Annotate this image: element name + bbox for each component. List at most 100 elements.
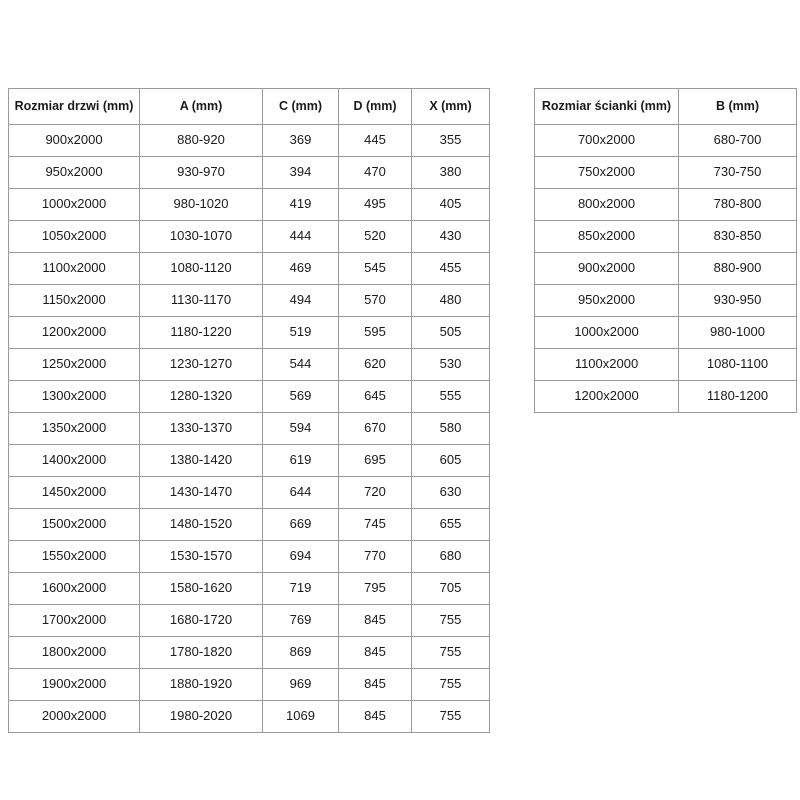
- cell-a: 1530-1570: [139, 540, 263, 573]
- cell-d: 695: [338, 444, 412, 477]
- cell-d: 620: [338, 348, 412, 381]
- cell-door-size: 1150x2000: [8, 284, 140, 317]
- cell-door-size: 950x2000: [8, 156, 140, 189]
- cell-x: 755: [411, 700, 490, 733]
- cell-wall-size: 900x2000: [534, 252, 679, 285]
- cell-d: 745: [338, 508, 412, 541]
- doors-table-header: Rozmiar drzwi (mm) A (mm) C (mm) D (mm) X (m…: [8, 88, 490, 125]
- cell-c: 969: [262, 668, 339, 701]
- table-row: 900x2000 880-920 369 445 355: [8, 124, 490, 157]
- cell-c: 444: [262, 220, 339, 253]
- table-row: 1300x2000 1280-1320 569 645 555: [8, 380, 490, 413]
- cell-d: 845: [338, 700, 412, 733]
- cell-door-size: 1250x2000: [8, 348, 140, 381]
- cell-c: 644: [262, 476, 339, 509]
- cell-a: 1480-1520: [139, 508, 263, 541]
- cell-a: 980-1020: [139, 188, 263, 221]
- table-row: 950x2000 930-970 394 470 380: [8, 156, 490, 189]
- cell-door-size: 1000x2000: [8, 188, 140, 221]
- cell-a: 1380-1420: [139, 444, 263, 477]
- cell-x: 430: [411, 220, 490, 253]
- cell-b: 680-700: [678, 124, 797, 157]
- cell-door-size: 1300x2000: [8, 380, 140, 413]
- cell-door-size: 900x2000: [8, 124, 140, 157]
- cell-d: 845: [338, 668, 412, 701]
- cell-b: 830-850: [678, 220, 797, 253]
- cell-d: 520: [338, 220, 412, 253]
- cell-c: 519: [262, 316, 339, 349]
- table-row: 800x2000 780-800: [534, 188, 797, 221]
- cell-x: 555: [411, 380, 490, 413]
- cell-door-size: 1200x2000: [8, 316, 140, 349]
- cell-d: 670: [338, 412, 412, 445]
- cell-a: 1280-1320: [139, 380, 263, 413]
- cell-d: 570: [338, 284, 412, 317]
- cell-a: 930-970: [139, 156, 263, 189]
- table-row: 1200x2000 1180-1220 519 595 505: [8, 316, 490, 349]
- cell-c: 569: [262, 380, 339, 413]
- cell-door-size: 1450x2000: [8, 476, 140, 509]
- cell-x: 505: [411, 316, 490, 349]
- cell-wall-size: 1100x2000: [534, 348, 679, 381]
- cell-b: 880-900: [678, 252, 797, 285]
- table-row: 1000x2000 980-1000: [534, 316, 797, 349]
- table-row: 1600x2000 1580-1620 719 795 705: [8, 572, 490, 605]
- table-row: 1150x2000 1130-1170 494 570 480: [8, 284, 490, 317]
- cell-door-size: 1500x2000: [8, 508, 140, 541]
- cell-a: 1430-1470: [139, 476, 263, 509]
- cell-a: 1030-1070: [139, 220, 263, 253]
- table-row: 700x2000 680-700: [534, 124, 797, 157]
- cell-a: 1780-1820: [139, 636, 263, 669]
- cell-c: 619: [262, 444, 339, 477]
- cell-d: 795: [338, 572, 412, 605]
- cell-b: 930-950: [678, 284, 797, 317]
- cell-wall-size: 1000x2000: [534, 316, 679, 349]
- table-row: 950x2000 930-950: [534, 284, 797, 317]
- cell-door-size: 1100x2000: [8, 252, 140, 285]
- cell-x: 680: [411, 540, 490, 573]
- cell-door-size: 1050x2000: [8, 220, 140, 253]
- door-size-specification-table: Rozmiar drzwi (mm) A (mm) C (mm) D (mm) X (m…: [8, 88, 490, 733]
- cell-d: 720: [338, 476, 412, 509]
- cell-a: 1330-1370: [139, 412, 263, 445]
- cell-b: 1080-1100: [678, 348, 797, 381]
- cell-a: 880-920: [139, 124, 263, 157]
- cell-x: 405: [411, 188, 490, 221]
- cell-a: 1880-1920: [139, 668, 263, 701]
- cell-x: 355: [411, 124, 490, 157]
- cell-c: 594: [262, 412, 339, 445]
- cell-d: 545: [338, 252, 412, 285]
- cell-x: 530: [411, 348, 490, 381]
- table-row: 1550x2000 1530-1570 694 770 680: [8, 540, 490, 573]
- cell-x: 580: [411, 412, 490, 445]
- cell-d: 595: [338, 316, 412, 349]
- wall-panel-size-specification-table: Rozmiar ścianki (mm) B (mm) 700x2000 680-7…: [534, 88, 797, 413]
- cell-a: 1230-1270: [139, 348, 263, 381]
- cell-a: 1580-1620: [139, 572, 263, 605]
- column-header-a: A (mm): [139, 88, 263, 125]
- cell-c: 394: [262, 156, 339, 189]
- cell-c: 669: [262, 508, 339, 541]
- cell-d: 770: [338, 540, 412, 573]
- table-row: 1350x2000 1330-1370 594 670 580: [8, 412, 490, 445]
- table-row: 1400x2000 1380-1420 619 695 605: [8, 444, 490, 477]
- cell-a: 1130-1170: [139, 284, 263, 317]
- cell-door-size: 1900x2000: [8, 668, 140, 701]
- cell-door-size: 1400x2000: [8, 444, 140, 477]
- column-header-b: B (mm): [678, 88, 797, 125]
- table-row: 900x2000 880-900: [534, 252, 797, 285]
- cell-door-size: 1800x2000: [8, 636, 140, 669]
- column-header-x: X (mm): [411, 88, 490, 125]
- cell-x: 705: [411, 572, 490, 605]
- cell-b: 1180-1200: [678, 380, 797, 413]
- table-row: 1900x2000 1880-1920 969 845 755: [8, 668, 490, 701]
- cell-d: 845: [338, 604, 412, 637]
- cell-door-size: 1550x2000: [8, 540, 140, 573]
- table-row: 1000x2000 980-1020 419 495 405: [8, 188, 490, 221]
- cell-c: 769: [262, 604, 339, 637]
- cell-c: 1069: [262, 700, 339, 733]
- table-header-row: Rozmiar ścianki (mm) B (mm): [534, 88, 797, 125]
- cell-b: 980-1000: [678, 316, 797, 349]
- cell-c: 719: [262, 572, 339, 605]
